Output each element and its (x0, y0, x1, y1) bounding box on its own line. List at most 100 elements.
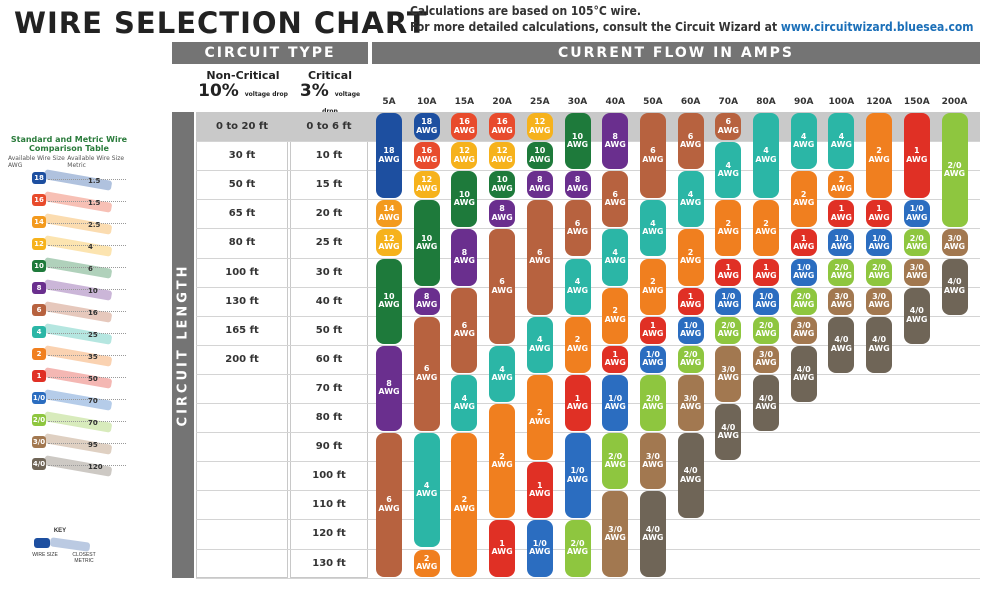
awg-label: AWG (453, 198, 475, 208)
gauge-value: 4 (499, 364, 505, 374)
awg-label: AWG (566, 285, 589, 295)
amp-label: 70A (718, 97, 739, 107)
awg-label: AWG (416, 489, 438, 499)
awg-label: AWG (868, 300, 890, 310)
gauge-value: 8 (386, 379, 392, 389)
wire-gauge-pill: 1/0 AWG (639, 345, 666, 373)
wire-gauge-pill: 2/0 AWG (639, 374, 666, 432)
legend-awg: 1 (32, 370, 46, 383)
gauge-value: 1 (499, 539, 505, 549)
awg-label: AWG (529, 125, 551, 135)
legend-band (43, 301, 113, 324)
legend-row: 2 35 (8, 345, 130, 368)
amp-label: 120A (866, 97, 892, 107)
gauge-value: 14 (383, 204, 395, 214)
wire-gauge-pill: 8 AWG (526, 171, 553, 199)
gauge-value: 2 (650, 277, 656, 287)
awg-label: AWG (604, 401, 626, 411)
gauge-value: 4 (612, 248, 618, 258)
awg-label: AWG (453, 154, 475, 164)
wire-gauge-pill: 4 AWG (753, 113, 779, 199)
row-gridline (196, 519, 980, 521)
wire-gauge-pill: 1 AWG (489, 520, 516, 577)
gauge-value: 1/0 (909, 204, 924, 214)
awg-label: AWG (566, 183, 589, 193)
gauge-value: 1 (537, 480, 543, 490)
wire-gauge-pill: 1 AWG (677, 287, 704, 315)
wire-gauge-pill: 4/0 AWG (753, 374, 779, 432)
gauge-value: 12 (383, 233, 395, 243)
wire-gauge-pill: 3/0 AWG (602, 491, 629, 577)
wire-gauge-pill: 2 AWG (639, 258, 666, 315)
gauge-value: 2 (725, 219, 732, 228)
gauge-value: 2/0 (570, 539, 585, 549)
legend-dots (48, 223, 126, 225)
legend-band (43, 279, 113, 302)
awg-label: AWG (416, 562, 438, 572)
gauge-value: 2 (800, 189, 807, 199)
legend-row: 3/0 95 (8, 433, 130, 456)
gauge-value: 1/0 (721, 291, 736, 301)
awg-label: AWG (679, 198, 702, 208)
wire-gauge-pill: 4/0 AWG (903, 287, 930, 344)
legend-band (43, 345, 113, 368)
wire-gauge-pill: 1/0 AWG (677, 316, 704, 344)
wire-gauge-pill: 10 AWG (376, 258, 402, 344)
wire-gauge-pill: 1 AWG (602, 345, 629, 373)
gauge-value: 2/0 (834, 262, 849, 272)
awg-label: AWG (943, 241, 966, 251)
legend-dots (48, 179, 126, 181)
critical-percent: 3% (299, 81, 329, 101)
wire-gauge-pill: 18 AWG (413, 113, 440, 141)
wire-gauge-pill: 16 AWG (413, 142, 440, 170)
legend-row: 10 6 (8, 257, 130, 280)
gauge-value: 2 (423, 553, 430, 563)
awg-label: AWG (378, 212, 400, 222)
noncritical-length-label: 100 ft (225, 266, 259, 278)
gauge-value: 1 (725, 262, 732, 272)
gauge-value: 8 (612, 131, 618, 141)
legend-metric: 1.5 (88, 199, 101, 208)
awg-label: AWG (717, 169, 739, 179)
noncritical-label: Non-Critical (206, 69, 280, 82)
awg-label: AWG (566, 227, 589, 237)
legend-row: 18 1.5 (8, 169, 130, 192)
awg-label: AWG (604, 532, 626, 542)
legend-metric: 50 (88, 375, 98, 384)
gauge-value: 1/0 (532, 539, 547, 549)
wire-gauge-pill: 10 AWG (564, 113, 591, 170)
gauge-value: 18 (421, 117, 433, 127)
legend-dots (48, 355, 126, 357)
noncritical-percent: 10% (198, 81, 239, 101)
row-gridline (196, 257, 980, 259)
gauge-value: 8 (537, 175, 543, 185)
legend-metric: 95 (88, 441, 98, 450)
legend-metric: 4 (88, 243, 93, 252)
gauge-value: 2 (876, 146, 882, 156)
gauge-value: 4 (725, 160, 732, 170)
circuit-wizard-link[interactable]: www.circuitwizard.bluesea.com (780, 20, 974, 34)
awg-label: AWG (717, 372, 739, 382)
gauge-value: 1 (612, 349, 618, 359)
wire-gauge-pill: 3/0 AWG (639, 433, 666, 490)
awg-label: AWG (566, 140, 589, 150)
chart-title: WIRE SELECTION CHART (14, 6, 428, 40)
gauge-value: 1 (914, 146, 920, 156)
awg-label: AWG (491, 460, 513, 470)
legend-row: 14 2.5 (8, 213, 130, 236)
critical-length-label: 50 ft (315, 324, 343, 336)
critical-length-label: 10 ft (315, 150, 343, 162)
gauge-value: 10 (534, 146, 546, 156)
awg-label: AWG (416, 300, 438, 310)
wire-gauge-pill: 1/0 AWG (828, 229, 855, 257)
awg-label: AWG (755, 401, 777, 411)
legend-row: 8 10 (8, 279, 130, 302)
wire-gauge-pill: 4/0 AWG (639, 491, 666, 577)
awg-label: AWG (830, 212, 852, 222)
row-gridline (196, 373, 980, 375)
legend-metric: 16 (88, 309, 98, 318)
gauge-value: 3/0 (872, 291, 887, 301)
awg-label: AWG (868, 212, 890, 222)
key-wire-label: WIRE SIZE (32, 552, 58, 558)
legend-key: KEY WIRE SIZE CLOSEST METRIC (30, 528, 120, 578)
